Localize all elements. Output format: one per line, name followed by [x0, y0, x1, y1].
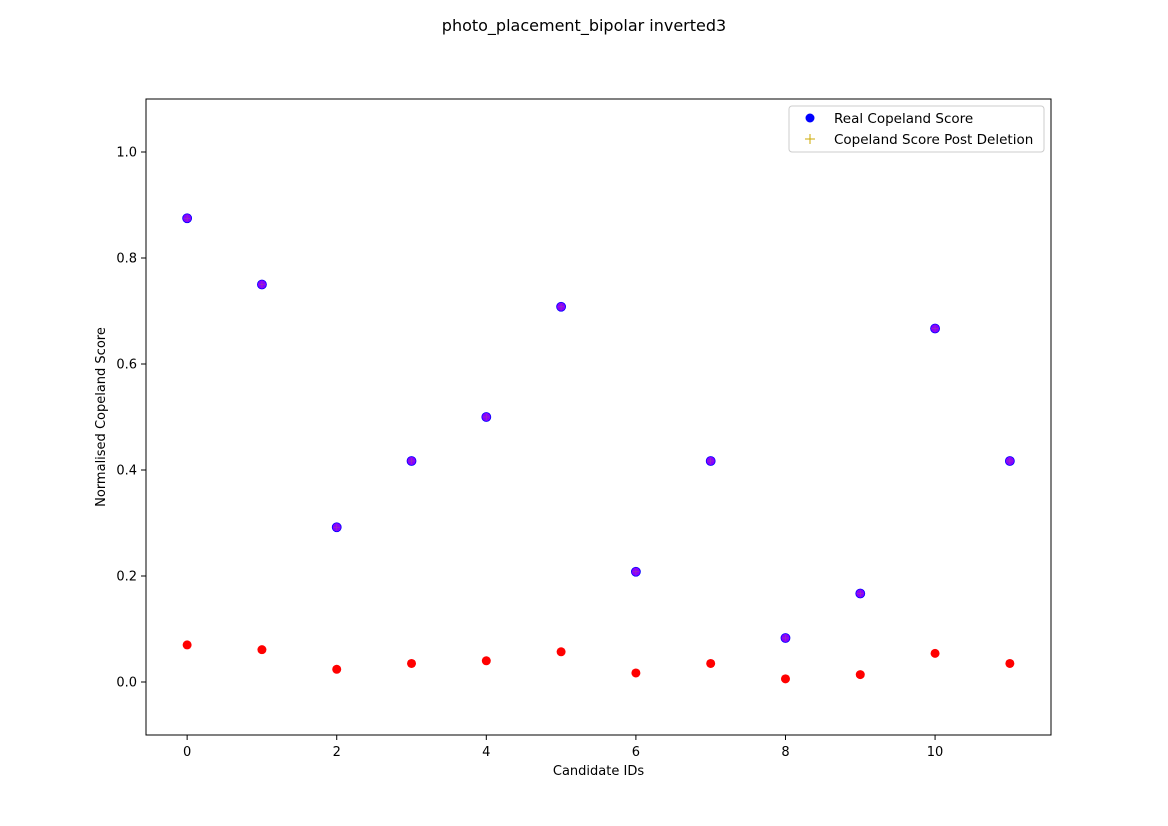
x-axis-label: Candidate IDs: [553, 764, 644, 779]
real-score-point: [1004, 456, 1015, 466]
real-score-point: [705, 456, 716, 466]
post-deletion-point: [857, 590, 864, 597]
red-score-point: [481, 656, 491, 666]
y-tick-label-4: 0.8: [116, 252, 137, 267]
real-score-point: [406, 456, 417, 466]
y-tick-label-5: 1.0: [116, 146, 137, 161]
legend-marker-copeland-score-post-deletion: [805, 134, 815, 144]
red-score-point: [556, 647, 566, 657]
post-deletion-point: [408, 457, 415, 464]
legend: Real Copeland Score Copeland Score Post …: [788, 105, 1045, 153]
real-score-point: [855, 588, 866, 599]
points-layer: [182, 213, 1015, 684]
red-score-point: [332, 664, 342, 674]
red-score-point: [182, 640, 192, 650]
red-score-point: [855, 670, 865, 680]
post-deletion-point: [483, 414, 490, 420]
post-deletion-point: [558, 303, 565, 310]
x-tick-label-4: 8: [781, 745, 789, 760]
red-score-point: [1005, 658, 1015, 668]
red-score-point: [930, 648, 940, 658]
y-axis-label: Normalised Copeland Score: [94, 327, 109, 507]
legend-label-real-copeland-score: Real Copeland Score: [834, 111, 973, 127]
y-tick-label-3: 0.6: [116, 358, 137, 373]
red-score-point: [407, 658, 417, 668]
real-score-point: [331, 522, 342, 533]
y-tick-label-1: 0.2: [116, 570, 137, 585]
red-score-point: [780, 674, 790, 684]
x-axis-ticks: 0 2 4 6 8 10: [183, 735, 943, 760]
post-deletion-point: [184, 215, 191, 222]
post-deletion-point: [932, 325, 939, 332]
plot-frame: [145, 98, 1052, 736]
real-score-point: [630, 566, 641, 577]
y-axis-ticks: 0.0 0.2 0.4 0.6 0.8 1.0: [116, 146, 146, 691]
real-score-point: [930, 323, 940, 334]
real-score-point: [257, 279, 267, 290]
real-score-point: [481, 412, 492, 422]
x-tick-label-3: 6: [632, 745, 640, 760]
x-tick-label-2: 4: [482, 745, 490, 760]
x-tick-label-1: 2: [333, 745, 341, 760]
red-score-point: [631, 668, 641, 678]
chart-title: photo_placement_bipolar inverted3: [442, 16, 726, 36]
real-score-point: [780, 633, 791, 643]
legend-label-copeland-score-post-deletion: Copeland Score Post Deletion: [834, 132, 1033, 148]
post-deletion-point: [707, 457, 714, 464]
legend-box: [788, 105, 1045, 153]
x-tick-label-5: 10: [927, 745, 944, 760]
y-tick-label-2: 0.4: [116, 464, 137, 479]
legend-marker-real-copeland-score: [805, 113, 815, 123]
y-tick-label-0: 0.0: [116, 676, 137, 691]
post-deletion-point: [333, 524, 340, 531]
red-score-point: [706, 658, 716, 668]
x-tick-label-0: 0: [183, 745, 191, 760]
red-score-point: [257, 645, 267, 655]
post-deletion-point: [632, 568, 639, 575]
post-deletion-point: [258, 281, 265, 288]
real-score-point: [556, 301, 567, 312]
real-score-point: [182, 213, 193, 224]
post-deletion-point: [1006, 457, 1013, 464]
post-deletion-point: [782, 635, 789, 642]
